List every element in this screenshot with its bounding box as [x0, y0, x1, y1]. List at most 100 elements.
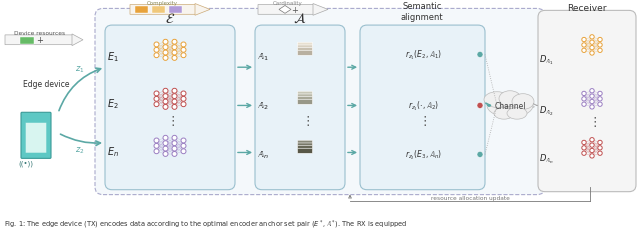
- Circle shape: [590, 154, 594, 158]
- Circle shape: [172, 136, 177, 141]
- Bar: [152, 7, 165, 14]
- FancyBboxPatch shape: [298, 49, 312, 53]
- Text: $\vdots$: $\vdots$: [166, 114, 175, 128]
- Text: $z_2$: $z_2$: [76, 145, 84, 155]
- Text: $\mathbb{A}_n$: $\mathbb{A}_n$: [257, 149, 269, 161]
- Ellipse shape: [507, 108, 527, 120]
- Text: $\mathcal{A}$: $\mathcal{A}$: [293, 12, 307, 26]
- Circle shape: [154, 102, 159, 107]
- Circle shape: [590, 94, 594, 99]
- Circle shape: [172, 51, 177, 56]
- Circle shape: [598, 44, 602, 48]
- Circle shape: [172, 141, 177, 146]
- Circle shape: [154, 54, 159, 58]
- Circle shape: [582, 97, 586, 102]
- Circle shape: [590, 105, 594, 109]
- Text: Channel: Channel: [494, 101, 525, 110]
- Text: Complexity: Complexity: [147, 1, 177, 6]
- Circle shape: [172, 56, 177, 61]
- Circle shape: [590, 52, 594, 56]
- Circle shape: [590, 36, 594, 40]
- FancyBboxPatch shape: [95, 9, 545, 195]
- Circle shape: [598, 38, 602, 43]
- Text: $\mathbb{A}_1$: $\mathbb{A}_1$: [257, 52, 269, 63]
- FancyBboxPatch shape: [298, 100, 312, 105]
- Circle shape: [181, 149, 186, 154]
- Ellipse shape: [494, 108, 514, 120]
- Circle shape: [181, 48, 186, 53]
- Circle shape: [163, 105, 168, 110]
- Circle shape: [598, 103, 602, 107]
- Text: $E_1$: $E_1$: [107, 50, 119, 64]
- FancyBboxPatch shape: [298, 51, 312, 56]
- Circle shape: [154, 138, 159, 143]
- Circle shape: [598, 151, 602, 156]
- Circle shape: [590, 46, 594, 51]
- Text: $D_{\mathbb{A}_1}$: $D_{\mathbb{A}_1}$: [539, 53, 554, 67]
- Polygon shape: [258, 6, 323, 15]
- Text: Receiver: Receiver: [567, 4, 607, 13]
- Circle shape: [163, 152, 168, 157]
- Circle shape: [163, 141, 168, 146]
- Circle shape: [582, 92, 586, 96]
- Ellipse shape: [484, 92, 510, 108]
- Circle shape: [172, 94, 177, 99]
- Circle shape: [598, 49, 602, 53]
- Polygon shape: [130, 6, 205, 15]
- Circle shape: [172, 46, 177, 50]
- Circle shape: [163, 136, 168, 141]
- FancyBboxPatch shape: [26, 123, 47, 153]
- FancyBboxPatch shape: [298, 92, 312, 97]
- Circle shape: [154, 144, 159, 149]
- FancyBboxPatch shape: [298, 43, 312, 48]
- FancyBboxPatch shape: [298, 46, 312, 51]
- Circle shape: [181, 138, 186, 143]
- Circle shape: [590, 100, 594, 104]
- Text: Fig. 1: The edge device (TX) encodes data according to the optimal encoder ancho: Fig. 1: The edge device (TX) encodes dat…: [4, 218, 407, 230]
- Bar: [20, 38, 34, 45]
- Circle shape: [172, 152, 177, 157]
- Circle shape: [163, 94, 168, 99]
- Circle shape: [163, 89, 168, 94]
- Circle shape: [181, 97, 186, 102]
- FancyBboxPatch shape: [298, 146, 312, 151]
- FancyBboxPatch shape: [298, 141, 312, 146]
- Circle shape: [181, 102, 186, 107]
- Circle shape: [598, 146, 602, 150]
- Circle shape: [477, 152, 483, 158]
- Circle shape: [582, 151, 586, 156]
- Ellipse shape: [512, 94, 534, 110]
- Circle shape: [154, 43, 159, 48]
- Circle shape: [582, 141, 586, 145]
- Circle shape: [163, 56, 168, 61]
- FancyBboxPatch shape: [298, 149, 312, 154]
- Circle shape: [172, 146, 177, 151]
- Ellipse shape: [499, 91, 521, 107]
- Circle shape: [172, 89, 177, 94]
- Text: Cardinality: Cardinality: [273, 1, 303, 6]
- Circle shape: [172, 105, 177, 110]
- Circle shape: [582, 146, 586, 150]
- Circle shape: [163, 46, 168, 50]
- Text: $\mathbb{A}_2$: $\mathbb{A}_2$: [257, 100, 269, 112]
- Circle shape: [172, 100, 177, 104]
- Circle shape: [154, 97, 159, 102]
- Circle shape: [598, 92, 602, 96]
- Circle shape: [181, 91, 186, 97]
- Text: $E_2$: $E_2$: [107, 97, 119, 111]
- Text: Semantic
alignment: Semantic alignment: [401, 2, 444, 22]
- Text: resource allocation update: resource allocation update: [431, 195, 509, 200]
- Text: $D_{\mathbb{A}_n}$: $D_{\mathbb{A}_n}$: [539, 152, 554, 165]
- FancyBboxPatch shape: [298, 94, 312, 99]
- Text: $\vdots$: $\vdots$: [417, 114, 426, 128]
- Text: $z_1$: $z_1$: [76, 65, 84, 75]
- Circle shape: [181, 144, 186, 149]
- Circle shape: [181, 54, 186, 58]
- Circle shape: [477, 103, 483, 109]
- Circle shape: [154, 149, 159, 154]
- Circle shape: [181, 43, 186, 48]
- Polygon shape: [279, 6, 291, 14]
- Circle shape: [590, 138, 594, 142]
- Text: $D_{\mathbb{A}_2}$: $D_{\mathbb{A}_2}$: [539, 104, 554, 118]
- Circle shape: [582, 44, 586, 48]
